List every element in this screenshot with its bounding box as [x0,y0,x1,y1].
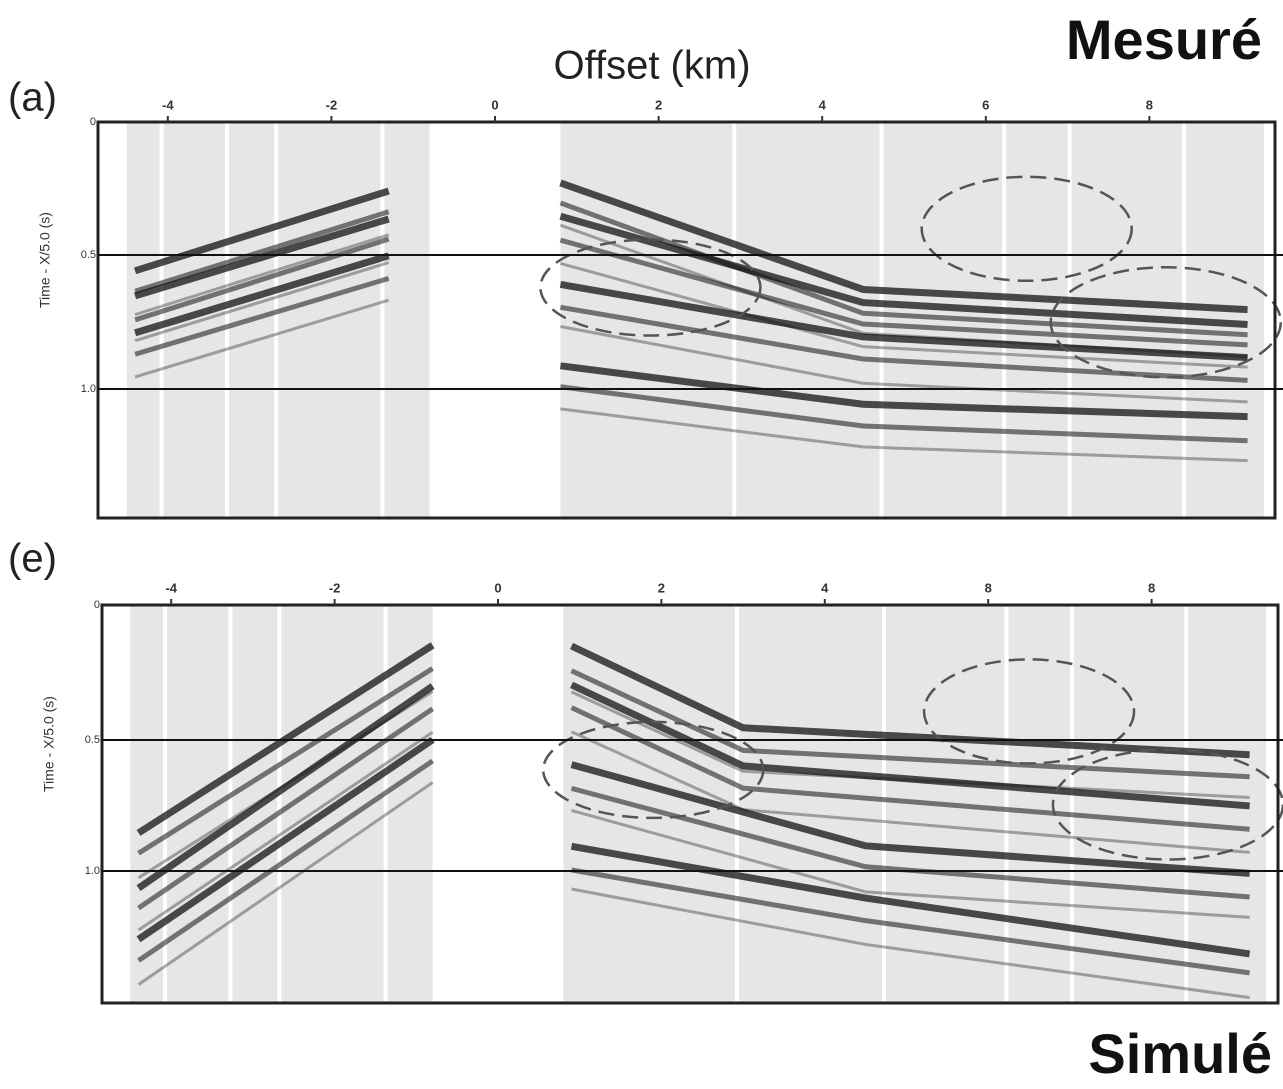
x-tick-label: 4 [819,97,827,112]
y-tick-label: 1.0 [85,865,100,877]
x-tick-label: 2 [655,97,662,112]
seismic-event [559,212,1248,328]
seismic-event [571,808,1250,919]
x-tick-label: -2 [326,97,338,112]
seismic-event [559,237,1248,348]
seismic-event [570,842,1251,958]
highlight-ellipse [539,238,762,337]
x-tick-label: 8 [1146,97,1153,112]
seismic-event [560,325,1248,404]
panels: -4 -2 0 2 4 6 8 0 0.5 1.0 Time - X/5.0 (s) (a) -4 -2 0… [8,76,1283,1005]
trace-gap [163,605,168,1003]
trace-gap [228,605,233,1003]
highlight-ellipse [920,175,1133,283]
seismic-event [136,683,435,892]
x-axis-label: Offset (km) [553,44,750,88]
seismic-event [137,781,434,986]
seismic-event [560,407,1248,463]
highlight-ellipse [541,720,765,820]
seismic-event [134,233,390,317]
x-tick-label: 6 [982,97,989,112]
seismic-event [136,736,435,943]
y-axis-label: Time - X/5.0 (s) [37,212,53,308]
y-axis-label: Time - X/5.0 (s) [41,696,57,792]
seismic-event [134,298,390,379]
x-tick-label: 8 [1148,580,1155,595]
seismic-event [134,215,390,300]
highlight-ellipse [1049,266,1283,379]
seismic-event [559,179,1248,314]
x-tick-label: -2 [329,580,341,595]
panel-frame [100,603,1280,1005]
seismic-event [134,276,390,357]
y-tick-label: 0.5 [85,734,100,746]
x-tick-label: 0 [494,580,501,595]
seismic-event [571,867,1250,976]
seismic-event [134,187,390,275]
seismic-event [570,705,1250,832]
trace-gap [881,605,886,1003]
x-tick-label: 2 [658,580,665,595]
y-tick-label: 1.0 [81,383,96,395]
seismic-event [134,236,390,323]
seismic-event [570,642,1250,759]
trace-gap [274,122,279,518]
seismic-event [137,666,434,856]
x-tick-label: 4 [821,580,829,595]
panel-label: (a) [8,76,57,120]
trace-gap [734,605,739,1003]
seismic-event [137,706,435,911]
measured-title: Mesuré [1066,8,1262,71]
trace-gap [380,122,385,518]
trace-gap [1067,122,1072,518]
seismic-event [559,280,1248,362]
seismic-event [570,681,1250,810]
panel-frame [96,120,1277,520]
seismic-event [137,758,435,963]
trace-gap [383,605,388,1003]
trace-gap [1069,605,1074,1003]
trace-gap [225,122,230,518]
trace-gap [159,122,164,518]
seismic-event [559,362,1248,421]
x-tick-label: -4 [165,580,177,595]
seismic-event [137,730,434,932]
seismic-event [560,304,1248,383]
x-tick-label: 0 [491,97,498,112]
panel-label: (e) [8,537,57,581]
x-tick-label: -4 [162,97,174,112]
seismic-event [570,761,1250,877]
seismic-event [570,785,1250,900]
trace-gap [732,122,737,518]
highlight-ellipse [922,658,1136,765]
x-tick-label: 8 [985,580,992,595]
trace-gap [879,122,884,518]
seismic-event [570,690,1250,800]
seismic-event [134,209,390,294]
seismic-event [560,261,1248,369]
y-tick-label: 0.5 [81,249,96,261]
seismic-event [560,384,1248,444]
seismic-event [571,887,1250,1000]
y-tick-label: 0 [94,599,100,611]
trace-gap [1004,605,1009,1003]
trace-gap [277,605,282,1003]
seismic-event [134,261,390,343]
simulated-title: Simulé [1088,1022,1272,1085]
y-tick-label: 0 [90,116,96,128]
seismic-event [134,252,390,337]
